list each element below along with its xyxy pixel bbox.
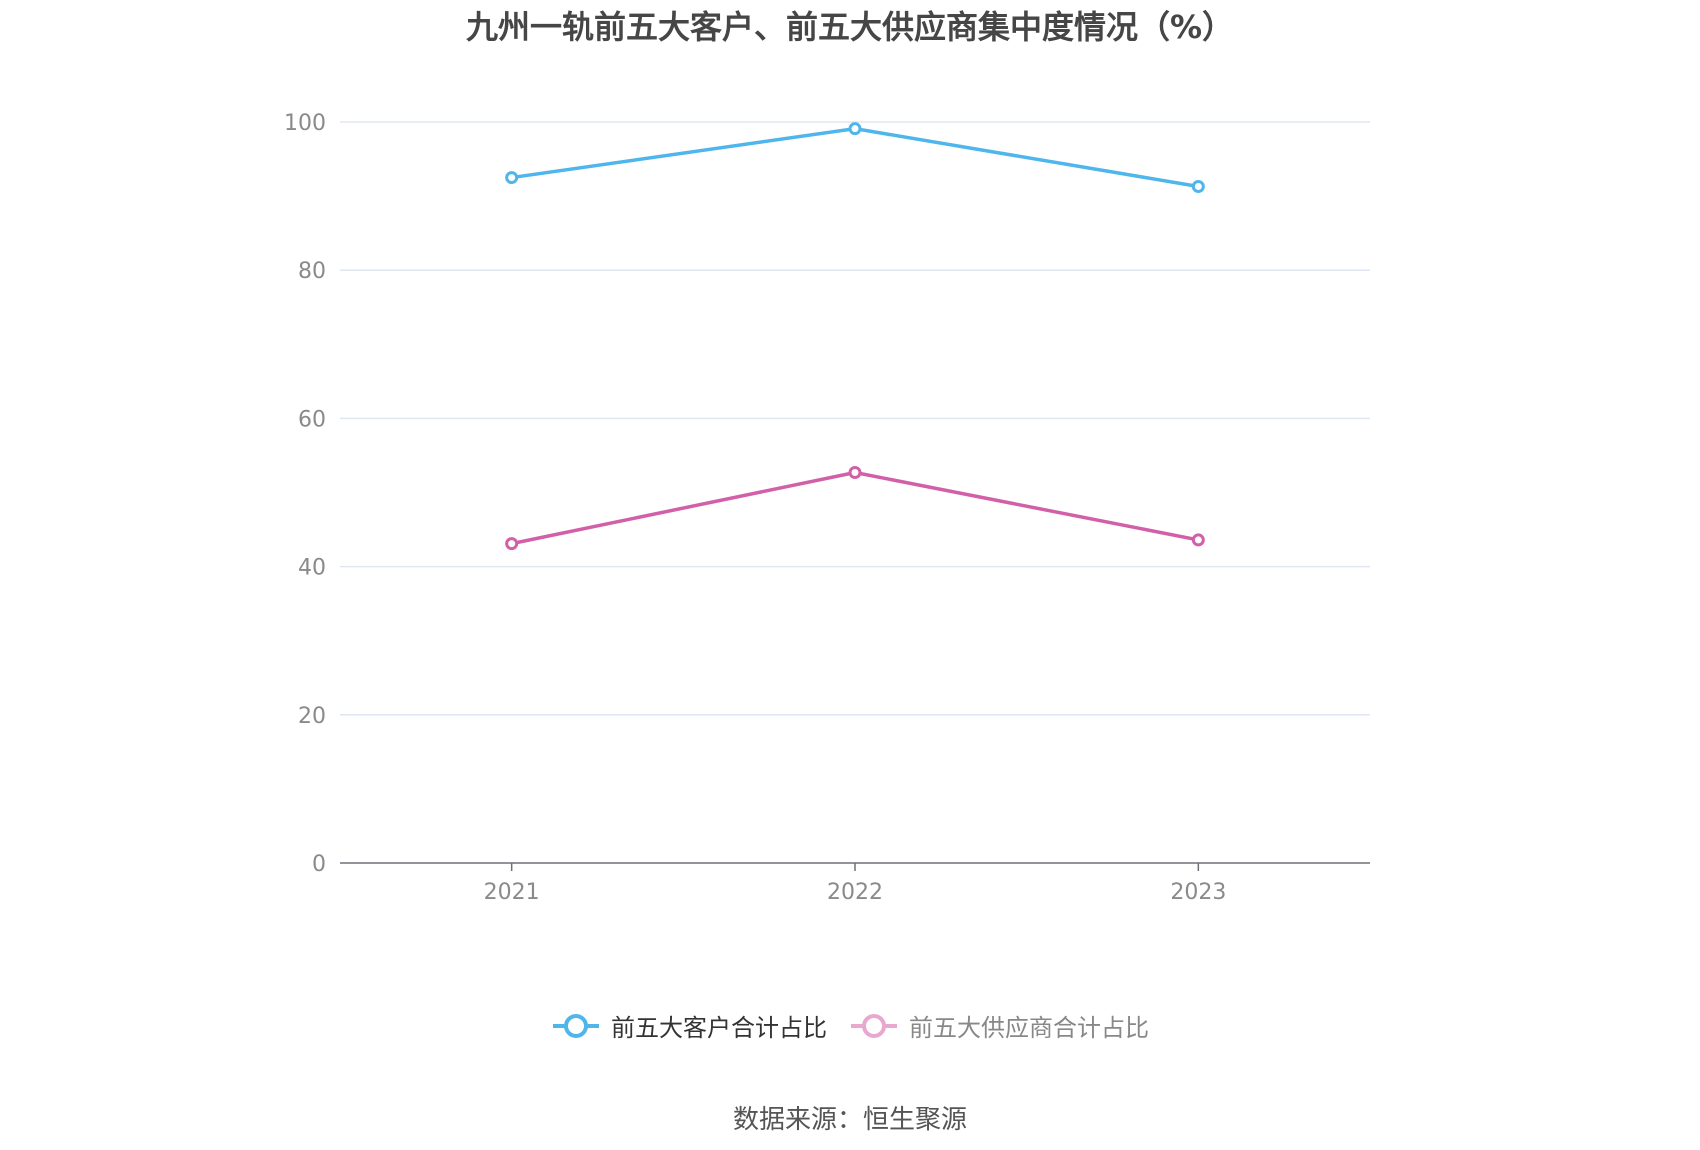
data-point [1191,533,1205,547]
data-point [848,465,862,479]
series-line-1 [511,470,1199,546]
x-tick-label: 2021 [484,880,540,905]
legend-item-customers[interactable]: 前五大客户合计占比 [551,1008,827,1043]
series-line-0 [511,126,1199,189]
data-point [848,122,862,136]
circle-line-icon [851,1013,897,1038]
grid-lines [340,121,1370,716]
data-point [505,171,519,185]
legend-item-suppliers[interactable]: 前五大供应商合计占比 [849,1008,1149,1043]
y-tick-label: 80 [298,259,326,284]
data-source-note: 数据来源：恒生聚源 [732,1105,967,1135]
y-tick-label: 20 [298,704,326,729]
series-lines [505,122,1205,551]
legend: 前五大客户合计占比 前五大供应商合计占比 [0,1008,1700,1043]
legend-label-customers: 前五大客户合计占比 [611,1014,827,1042]
chart-title: 九州一轨前五大客户、前五大供应商集中度情况（%） [465,8,1235,46]
y-tick-label: 0 [312,852,326,877]
axes: 0 20 40 60 80 100 2021 2022 2023 [284,111,1370,905]
data-point [505,537,519,551]
circle-line-icon [553,1013,599,1038]
data-point [1191,179,1205,193]
y-tick-label: 60 [298,407,326,432]
x-tick-label: 2022 [827,880,883,905]
y-tick-label: 100 [284,111,326,136]
line-chart: 0 20 40 60 80 100 2021 2022 2023 [284,111,1370,905]
legend-label-suppliers: 前五大供应商合计占比 [909,1014,1149,1042]
y-tick-label: 40 [298,556,326,581]
x-tick-label: 2023 [1170,880,1226,905]
